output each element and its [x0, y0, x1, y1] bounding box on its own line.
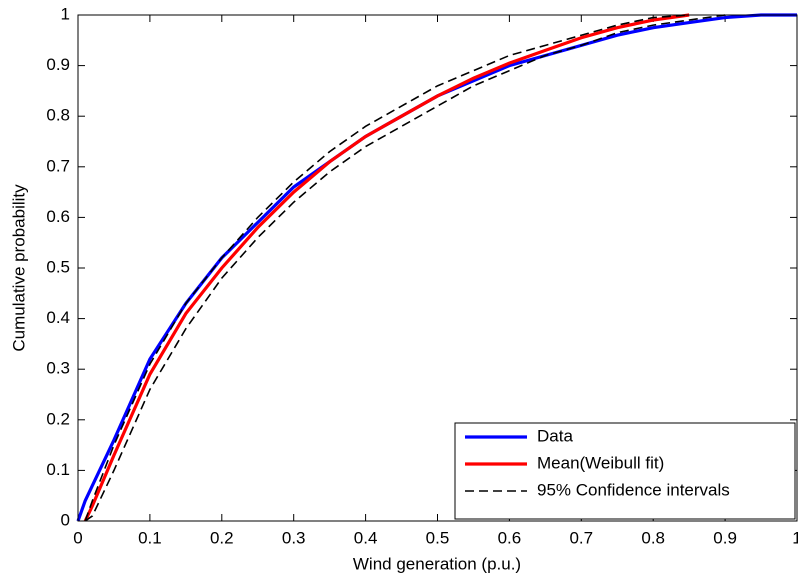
- y-tick-label: 0.2: [46, 409, 70, 428]
- x-tick-label: 1: [792, 528, 798, 547]
- y-tick-label: 0.7: [46, 156, 70, 175]
- y-tick-label: 0.8: [46, 106, 70, 125]
- y-tick-label: 1: [61, 4, 70, 23]
- y-tick-label: 0: [61, 510, 70, 529]
- y-tick-label: 0.6: [46, 207, 70, 226]
- plot-frame: [77, 14, 798, 522]
- legend-box: [454, 422, 796, 520]
- y-tick-label: 0.4: [46, 308, 70, 327]
- x-tick-label: 0.8: [641, 528, 665, 547]
- x-tick-label: 0.2: [210, 528, 234, 547]
- x-axis-label: Wind generation (p.u.): [353, 554, 521, 573]
- series-line: [83, 13, 690, 522]
- y-tick-label: 0.3: [46, 359, 70, 378]
- x-tick-label: 0: [73, 528, 82, 547]
- x-tick-label: 0.3: [282, 528, 306, 547]
- y-axis-label: Cumulative probability: [9, 184, 28, 352]
- series-line: [84, 14, 690, 522]
- legend-label: 95% Confidence intervals: [537, 480, 730, 499]
- y-tick-label: 0.1: [46, 460, 70, 479]
- x-tick-label: 0.6: [498, 528, 522, 547]
- x-tick-label: 0.9: [713, 528, 737, 547]
- legend-label: Mean(Weibull fit): [537, 453, 664, 472]
- x-tick-label: 0.1: [138, 528, 162, 547]
- x-tick-label: 0.7: [569, 528, 593, 547]
- x-tick-label: 0.5: [426, 528, 450, 547]
- legend-label: Data: [537, 426, 573, 445]
- x-tick-label: 0.4: [354, 528, 378, 547]
- y-tick-label: 0.9: [46, 55, 70, 74]
- series-line: [84, 14, 726, 522]
- y-tick-label: 0.5: [46, 257, 70, 276]
